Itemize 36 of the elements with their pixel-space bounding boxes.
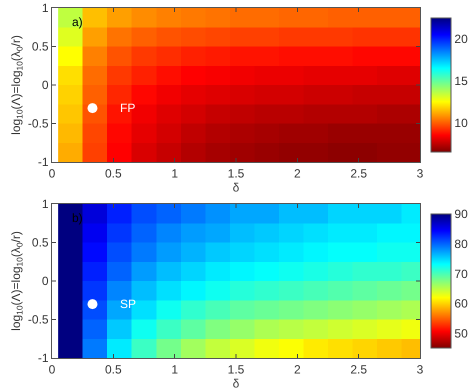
y-tick-label: -1 bbox=[38, 351, 49, 366]
x-tick-label: 1.5 bbox=[228, 166, 245, 180]
color-bar-label: 15 bbox=[454, 74, 468, 88]
x-tick-label: 2 bbox=[294, 362, 301, 376]
x-tick-label: 2 bbox=[294, 166, 301, 180]
series-label: FP bbox=[120, 101, 136, 115]
y-tick-label: 0 bbox=[42, 78, 49, 92]
x-tick-label: 2.5 bbox=[350, 166, 368, 180]
color-bar-label: 60 bbox=[454, 296, 468, 311]
y-tick-label: 0.5 bbox=[32, 40, 49, 54]
series-label: SP bbox=[120, 297, 136, 311]
x-axis-title: δ bbox=[232, 180, 240, 194]
color-bar-label: 90 bbox=[454, 207, 468, 222]
color-bar-label: 20 bbox=[454, 32, 468, 46]
x-tick-label: 2.5 bbox=[350, 362, 368, 376]
x-axis-title: δ bbox=[232, 376, 240, 390]
color-bar-label: 70 bbox=[454, 266, 468, 281]
x-tick-label: 3 bbox=[416, 362, 424, 376]
y-tick-label: -0.5 bbox=[28, 312, 49, 327]
y-tick-label: 1 bbox=[42, 1, 49, 16]
color-bar-label: 50 bbox=[454, 326, 468, 340]
y-tick-label: 0 bbox=[42, 274, 49, 288]
x-tick-label: 3 bbox=[416, 166, 424, 180]
color-bar-label: 80 bbox=[454, 236, 468, 251]
y-tick-label: -1 bbox=[38, 155, 49, 170]
annotation: b) bbox=[72, 211, 83, 225]
x-tick-label: 1 bbox=[171, 166, 178, 180]
x-tick-label: 0.5 bbox=[104, 166, 122, 180]
y-tick-label: -0.5 bbox=[28, 116, 49, 131]
y-tick-label: 0.5 bbox=[32, 236, 49, 250]
color-bar-label: 10 bbox=[454, 116, 468, 130]
x-tick-label: 1.5 bbox=[228, 362, 245, 376]
x-tick-label: 0.5 bbox=[104, 362, 122, 376]
annotation: a) bbox=[72, 15, 83, 29]
y-tick-label: 1 bbox=[42, 197, 49, 212]
x-tick-label: 1 bbox=[171, 362, 178, 376]
